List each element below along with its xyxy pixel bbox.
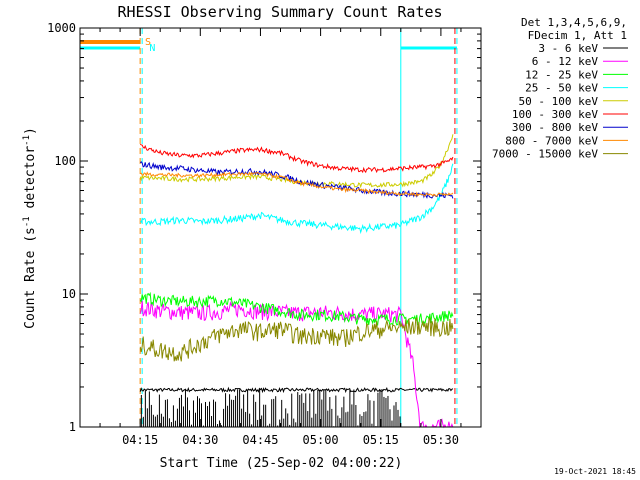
x-axis-label: Start Time (25-Sep-02 04:00:22) [160, 456, 403, 471]
x-tick-label: 05:15 [363, 433, 399, 447]
legend-label: 6 - 12 keV [532, 55, 599, 68]
series-line-3 [139, 163, 454, 235]
y-tick-label: 1000 [47, 21, 76, 35]
series-line-6 [139, 161, 454, 199]
generation-date: 19-Oct-2021 18:45 [554, 467, 636, 476]
x-tick-label: 04:15 [122, 433, 158, 447]
x-tick-label: 05:00 [303, 433, 339, 447]
legend-label: 12 - 25 keV [525, 68, 598, 81]
legend-label: 50 - 100 keV [519, 95, 599, 108]
legend-label: 300 - 800 keV [512, 121, 598, 134]
series-line-8 [139, 316, 454, 362]
annotation-s: S [145, 37, 151, 48]
x-tick-label: 04:45 [242, 433, 278, 447]
legend-label: 7000 - 15000 keV [492, 148, 598, 161]
legend-header-line-1: Det 1,3,4,5,6,9, [521, 16, 627, 29]
x-tick-label: 05:30 [423, 433, 459, 447]
legend-label: 3 - 6 keV [538, 42, 598, 55]
series-line-0 [139, 386, 454, 394]
series-line-4 [139, 134, 454, 189]
legend-label: 100 - 300 keV [512, 108, 598, 121]
legend-header-line-2: FDecim 1, Att 1 [528, 29, 627, 42]
y-axis-label: Count Rate (s-1 detector-1) [22, 127, 38, 329]
legend-label: 25 - 50 keV [525, 82, 598, 95]
series-line-5 [140, 143, 454, 174]
annotation-n: N [149, 43, 155, 54]
series-line-7 [140, 171, 454, 197]
y-tick-label: 100 [54, 154, 76, 168]
chart-title: RHESSI Observing Summary Count Rates [117, 3, 442, 21]
legend-label: 800 - 7000 keV [505, 134, 598, 147]
plot-marks: SN 1 10 100 1000 04:15 04:30 04:45 05:00 05:15 05:… [47, 21, 482, 447]
series-line-2 [139, 291, 454, 326]
x-tick-label: 04:30 [182, 433, 218, 447]
y-tick-label: 10 [62, 287, 76, 301]
y-tick-label: 1 [69, 420, 76, 434]
